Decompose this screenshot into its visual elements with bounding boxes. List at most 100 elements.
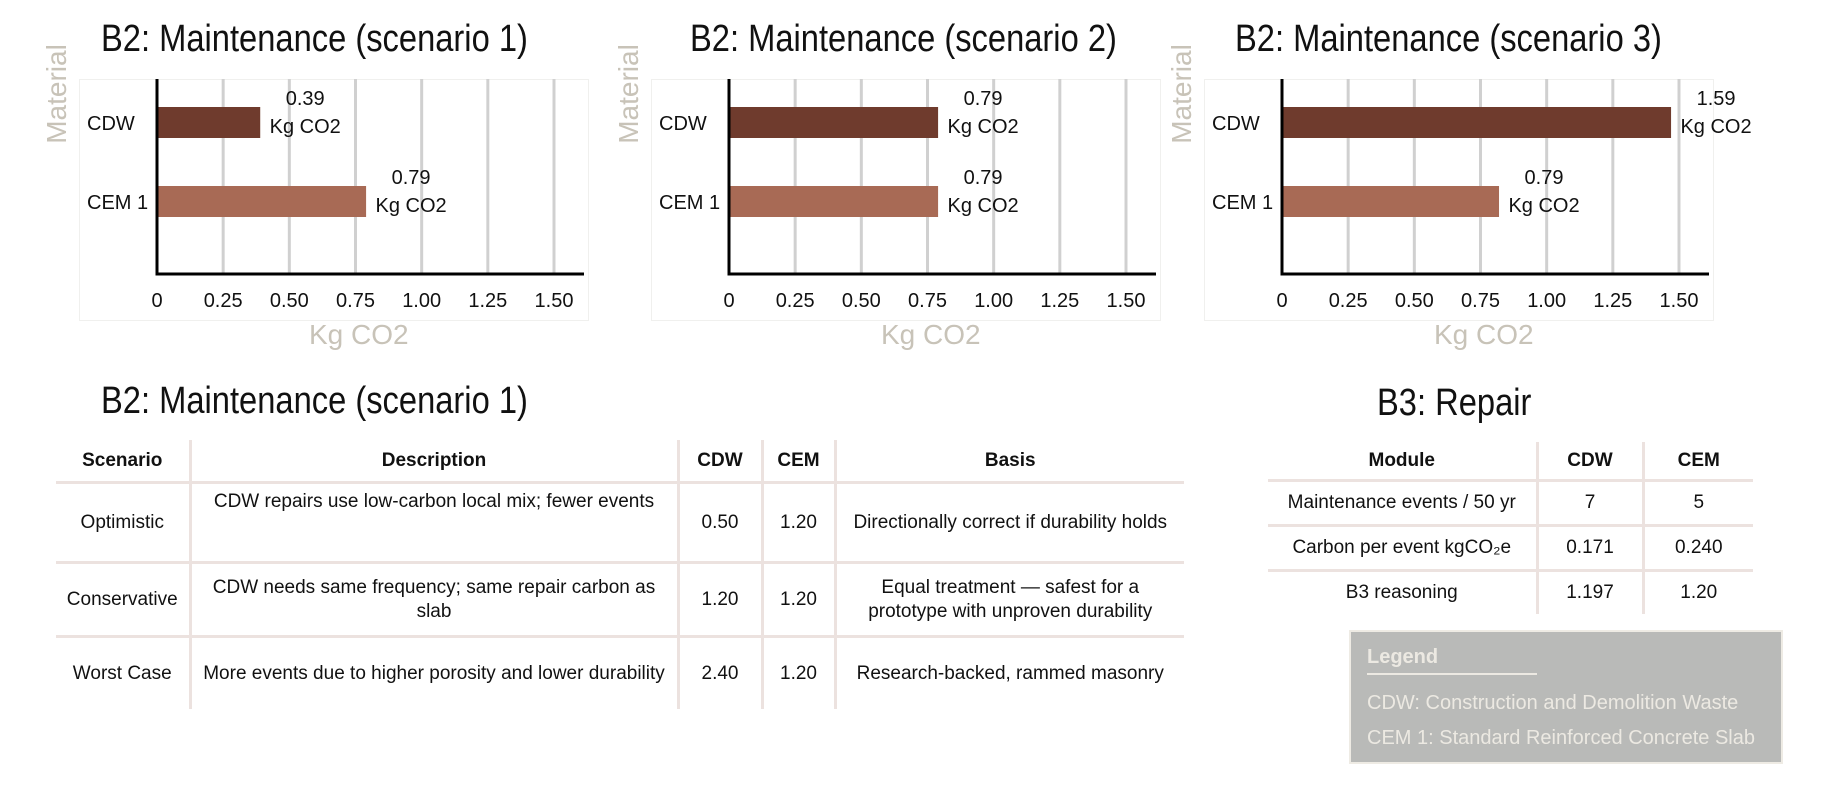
- cell-cem: 1.20: [760, 635, 837, 709]
- cell-cdw: 1.20: [676, 561, 764, 638]
- data-label: Kg CO2: [948, 116, 1019, 138]
- cell-cdw: 7: [1535, 479, 1645, 527]
- chart-title: B2: Maintenance (scenario 1): [101, 18, 528, 60]
- data-label: Kg CO2: [1680, 116, 1751, 138]
- axes: [155, 79, 584, 276]
- data-label: 0.79: [1525, 167, 1564, 189]
- cell-cem: 1.20: [760, 481, 837, 564]
- header-scenario: Scenario: [56, 440, 192, 484]
- x-tick-label: 0.50: [1395, 290, 1434, 312]
- x-axis-label: Kg CO2: [1434, 319, 1534, 350]
- x-tick-label: 0.75: [908, 290, 947, 312]
- x-tick-label: 0.50: [270, 290, 309, 312]
- x-tick-label: 1.00: [974, 290, 1013, 312]
- cell-cdw: 2.40: [676, 635, 764, 709]
- cell-module: Maintenance events / 50 yr: [1268, 479, 1539, 527]
- data-label: Kg CO2: [1508, 195, 1579, 217]
- x-tick-label: 0.25: [776, 290, 815, 312]
- axes: [727, 79, 1156, 276]
- x-tick-label: 0.75: [1461, 290, 1500, 312]
- x-tick-label: 1.00: [1527, 290, 1566, 312]
- data-label: 0.39: [286, 88, 325, 110]
- chart-frame: [1204, 79, 1714, 321]
- cell-cem: 5: [1641, 479, 1753, 527]
- bar-chart: 0 0.25 0.50 0.75 1.00 1.25 1.50 CDW 0.79 Kg CO2 CE…: [659, 79, 1156, 312]
- header-cem: CEM: [760, 440, 837, 484]
- cell-basis: Research-backed, rammed masonry: [833, 635, 1184, 709]
- x-tick-label: 0: [151, 290, 162, 312]
- legend-item-cdw: CDW: Construction and Demolition Waste: [1367, 692, 1739, 714]
- x-tick-label: 1.25: [468, 290, 507, 312]
- table-row: Conservative CDW needs same frequency; s…: [56, 561, 1184, 638]
- cell-cem: 1.20: [1641, 569, 1753, 614]
- x-tick-label: 1.00: [402, 290, 441, 312]
- cell-module: B3 reasoning: [1268, 569, 1539, 614]
- x-tick-label: 1.25: [1593, 290, 1632, 312]
- x-axis-label: Kg CO2: [881, 319, 981, 350]
- x-tick-label: 1.50: [535, 290, 574, 312]
- legend-box: Legend CDW: Construction and Demolition …: [1349, 630, 1783, 764]
- table-header-row: Scenario Description CDW CEM Basis: [56, 440, 1184, 484]
- cell-scenario: Worst Case: [56, 635, 192, 709]
- bar-cdw: [1282, 107, 1672, 138]
- legend-title: Legend: [1367, 646, 1537, 675]
- cell-basis: Directionally correct if durability hold…: [833, 481, 1184, 564]
- data-label: 0.79: [392, 167, 431, 189]
- category-label: CEM 1: [659, 192, 720, 214]
- header-description: Description: [188, 440, 680, 484]
- header-cem: CEM: [1641, 442, 1753, 482]
- category-label: CEM 1: [1212, 192, 1273, 214]
- x-tick-label: 1.50: [1660, 290, 1699, 312]
- table-row: Worst Case More events due to higher por…: [56, 635, 1184, 709]
- cell-basis: Equal treatment — safest for a prototype…: [833, 561, 1184, 638]
- data-label: 0.79: [964, 88, 1003, 110]
- x-tick-label: 1.25: [1040, 290, 1079, 312]
- bar-chart: 0 0.25 0.50 0.75 1.00 1.25 1.50 CDW 0.39 Kg CO2 CE…: [87, 79, 584, 312]
- header-module: Module: [1268, 442, 1539, 482]
- cell-description: More events due to higher porosity and l…: [188, 635, 680, 709]
- cell-cdw: 0.171: [1535, 524, 1645, 572]
- x-tick-label: 0.75: [336, 290, 375, 312]
- chart-frame: [651, 79, 1161, 321]
- chart-title: B2: Maintenance (scenario 2): [690, 18, 1117, 60]
- x-tick-label: 0: [723, 290, 734, 312]
- cell-scenario: Optimistic: [56, 481, 192, 564]
- cell-scenario: Conservative: [56, 561, 192, 638]
- x-tick-label: 1.50: [1107, 290, 1146, 312]
- cell-module: Carbon per event kgCO₂e: [1268, 524, 1539, 572]
- category-label: CDW: [659, 113, 707, 135]
- repair-table-title: B3: Repair: [1377, 382, 1532, 424]
- bar-cem-1: [1282, 186, 1500, 217]
- legend-item-cem: CEM 1: Standard Reinforced Concrete Slab: [1367, 727, 1755, 749]
- category-label: CDW: [87, 113, 135, 135]
- bar-cem-1: [729, 186, 939, 217]
- bar-cdw: [729, 107, 939, 138]
- bar-chart: 0 0.25 0.50 0.75 1.00 1.25 1.50 CDW 1.59 Kg CO2 CE…: [1212, 79, 1752, 312]
- bar-cdw: [157, 107, 261, 138]
- header-cdw: CDW: [676, 440, 764, 484]
- x-axis-label: Kg CO2: [309, 319, 409, 350]
- cell-cem: 1.20: [760, 561, 837, 638]
- table-row: B3 reasoning 1.197 1.20: [1268, 569, 1753, 614]
- bar-cem-1: [157, 186, 367, 217]
- table-row: Carbon per event kgCO₂e 0.171 0.240: [1268, 524, 1753, 572]
- cell-cdw: 0.50: [676, 481, 764, 564]
- data-label: Kg CO2: [948, 195, 1019, 217]
- data-label: Kg CO2: [376, 195, 447, 217]
- x-tick-label: 0.25: [1329, 290, 1368, 312]
- scenario-table-title: B2: Maintenance (scenario 1): [101, 380, 528, 422]
- data-label: Kg CO2: [270, 116, 341, 138]
- category-label: CDW: [1212, 113, 1260, 135]
- axes: [1280, 79, 1709, 276]
- cell-description: CDW repairs use low-carbon local mix; fe…: [188, 481, 680, 564]
- scenario-table: Scenario Description CDW CEM Basis Optim…: [56, 440, 1184, 709]
- data-label: 0.79: [964, 167, 1003, 189]
- x-tick-label: 0.50: [842, 290, 881, 312]
- cell-cem: 0.240: [1641, 524, 1753, 572]
- table-row: Optimistic CDW repairs use low-carbon lo…: [56, 481, 1184, 564]
- data-label: 1.59: [1697, 88, 1736, 110]
- x-tick-label: 0: [1276, 290, 1287, 312]
- repair-table: Module CDW CEM Maintenance events / 50 y…: [1268, 442, 1753, 614]
- cell-cdw: 1.197: [1535, 569, 1645, 614]
